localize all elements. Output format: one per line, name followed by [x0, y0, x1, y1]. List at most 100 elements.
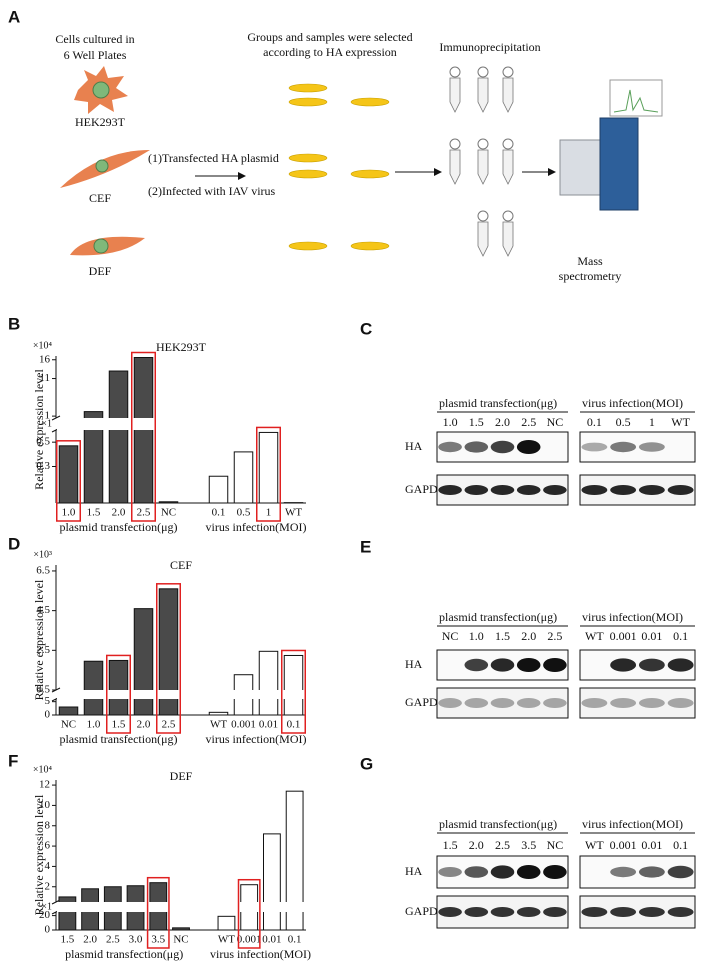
band: [581, 907, 608, 917]
highlight-box: [106, 654, 131, 734]
x-tick-label: WT: [218, 934, 235, 946]
y-axis-label: Relative expression level: [32, 794, 46, 915]
y-tick-label: 4.5: [36, 604, 50, 616]
x-tick-label: NC: [61, 719, 76, 731]
band: [610, 698, 637, 708]
caption: Immunoprecipitation: [439, 40, 540, 54]
chart-title: HEK293T: [156, 340, 207, 354]
band: [667, 865, 694, 879]
row-label: HA: [405, 439, 423, 453]
band: [490, 485, 515, 495]
highlight-box: [237, 878, 261, 949]
panel-letter: B: [8, 314, 20, 333]
panel-a: A Cells cultured in 6 Well Plates HEK293…: [8, 7, 663, 283]
bar: [58, 445, 79, 504]
band: [543, 485, 567, 495]
y-tick-label: 11: [39, 372, 50, 384]
band: [516, 865, 541, 879]
band: [610, 658, 637, 672]
bar: [208, 475, 229, 504]
y-tick-label: 4: [45, 860, 51, 872]
blot-frame: [579, 431, 696, 463]
x-tick-label: 0.01: [259, 719, 278, 731]
y-tick-label: 12: [39, 779, 50, 791]
bar: [133, 608, 154, 716]
group-label: plasmid transfection(μg): [59, 520, 177, 534]
arrow-head: [238, 172, 246, 180]
y-tick-label: 16: [39, 353, 51, 365]
highlight-box: [146, 876, 170, 949]
bar: [233, 451, 254, 504]
band: [516, 440, 541, 454]
nucleus: [92, 81, 110, 99]
lane-label: 2.0: [495, 415, 510, 429]
band: [581, 698, 608, 708]
group-label: virus infection(MOI): [206, 520, 307, 534]
band: [464, 866, 489, 878]
group-label: virus infection(MOI): [582, 396, 683, 410]
bar: [83, 660, 104, 716]
panel-letter: A: [8, 7, 20, 26]
instrument-body: [559, 139, 606, 196]
band: [543, 865, 567, 879]
band: [581, 485, 608, 495]
caption: spectrometry: [559, 269, 622, 283]
lane-label: 1.5: [495, 629, 510, 643]
arrow-head: [434, 168, 442, 176]
band: [638, 698, 665, 708]
bar: [158, 588, 179, 716]
lane-label: 0.01: [641, 629, 662, 643]
x-tick-label: 0.001: [237, 934, 262, 946]
band: [464, 658, 489, 672]
bar: [208, 711, 229, 716]
dish: [288, 97, 328, 107]
tube: [449, 149, 514, 185]
band: [581, 442, 608, 452]
band: [610, 907, 637, 917]
group-label: plasmid transfection(μg): [59, 732, 177, 746]
group-label: virus infection(MOI): [206, 732, 307, 746]
group-label: virus infection(MOI): [582, 610, 683, 624]
row-label: GAPDH: [405, 695, 447, 709]
lane-label: 0.1: [587, 415, 602, 429]
axis-unit: ×1: [41, 901, 52, 912]
bar: [108, 370, 129, 504]
lane-label: 1.0: [469, 629, 484, 643]
x-tick-label: 1.5: [60, 934, 74, 946]
caption: Cells cultured in: [55, 32, 134, 46]
instrument-tower: [599, 117, 639, 211]
y-tick-label: 8: [45, 819, 51, 831]
lane-label: WT: [585, 629, 604, 643]
bar: [258, 650, 279, 716]
caption: Mass: [577, 254, 603, 268]
lane-label: 2.5: [547, 629, 562, 643]
lane-label: 0.1: [673, 629, 688, 643]
cell-label: CEF: [89, 191, 111, 205]
lane-label: 2.0: [469, 838, 484, 852]
row-label: GAPDH: [405, 904, 447, 918]
band: [610, 866, 637, 878]
x-tick-label: 0.1: [287, 719, 301, 731]
row-label: HA: [405, 864, 423, 878]
dishes: [288, 83, 390, 251]
bar: [58, 706, 79, 716]
band: [610, 441, 637, 453]
band: [516, 698, 541, 708]
lane-label: NC: [442, 629, 459, 643]
x-tick-label: WT: [285, 507, 302, 519]
group-label: plasmid transfection(μg): [439, 817, 557, 831]
lane-label: 0.01: [641, 838, 662, 852]
band: [464, 485, 489, 495]
spectrum: [613, 89, 659, 113]
dish: [350, 169, 390, 179]
band: [543, 658, 567, 672]
y-tick-label: 1: [45, 410, 51, 422]
x-tick-label: NC: [161, 507, 176, 519]
band: [490, 440, 515, 454]
band: [438, 867, 462, 877]
x-tick-label: 2.0: [83, 934, 97, 946]
highlight-box: [281, 649, 306, 734]
band: [638, 907, 665, 917]
y-tick-label: 0: [45, 924, 51, 936]
panel-letter: C: [360, 319, 372, 338]
